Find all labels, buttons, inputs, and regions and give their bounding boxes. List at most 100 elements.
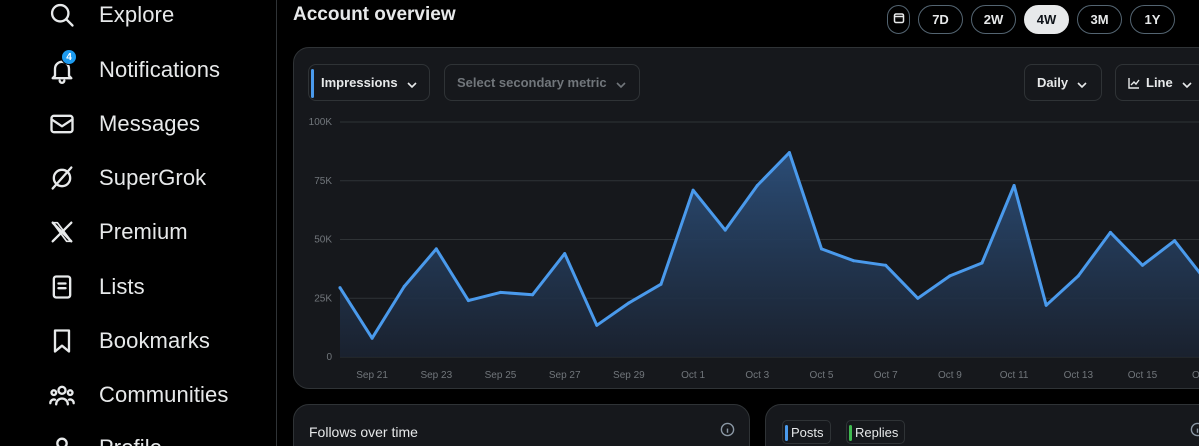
notification-count-badge: 4 (61, 49, 77, 65)
sidebar-item-messages[interactable]: Messages (46, 104, 200, 144)
x-tick-label: Oct 13 (1064, 370, 1094, 381)
x-tick-label: Oct 3 (745, 370, 769, 381)
sidebar-nav: Explore 4 Notifications Messages SuperGr… (0, 0, 277, 446)
sidebar-item-label: SuperGrok (99, 165, 207, 190)
x-tick-label: Oct 7 (874, 370, 898, 381)
secondary-metric-placeholder: Select secondary metric (457, 75, 607, 90)
posts-chip[interactable]: Posts (782, 420, 831, 444)
x-tick-label: Sep 27 (549, 370, 581, 381)
data-point (402, 285, 406, 288)
sidebar-item-lists[interactable]: Lists (46, 267, 145, 307)
interval-dropdown[interactable]: Daily (1024, 64, 1102, 101)
y-tick-label: 50K (314, 235, 332, 246)
x-tick-label: Oct 5 (810, 370, 834, 381)
y-tick-label: 25K (314, 293, 332, 304)
date-range-selector: 7D 2W 4W 3M 1Y (887, 5, 1175, 34)
x-tick-label: Oct 9 (938, 370, 962, 381)
range-4w-button[interactable]: 4W (1024, 5, 1069, 34)
info-icon[interactable] (1190, 422, 1199, 437)
range-7d-button[interactable]: 7D (918, 5, 963, 34)
page-title: Account overview (293, 4, 456, 25)
data-point (723, 228, 727, 232)
card-title: Follows over time (309, 424, 418, 440)
line-chart-icon (1128, 77, 1146, 89)
sidebar-item-label: Notifications (99, 57, 221, 82)
chart-type-dropdown[interactable]: Line (1115, 64, 1199, 101)
x-tick-label: Oct 17 (1192, 370, 1199, 381)
person-icon (46, 432, 78, 446)
data-point (1108, 230, 1112, 234)
data-point (852, 259, 856, 263)
x-tick-label: Sep 23 (420, 370, 452, 381)
data-point (1173, 239, 1177, 243)
sidebar-item-label: Messages (99, 111, 201, 136)
sidebar-item-label: Lists (99, 274, 145, 299)
secondary-metric-dropdown[interactable]: Select secondary metric (444, 64, 640, 101)
sidebar-item-premium[interactable]: Premium (46, 212, 188, 252)
sidebar-item-explore[interactable]: Explore (46, 0, 174, 35)
replies-chip[interactable]: Replies (846, 420, 906, 444)
range-3m-button[interactable]: 3M (1077, 5, 1122, 34)
x-tick-label: Sep 25 (485, 370, 517, 381)
follows-over-time-card: Follows over time (293, 404, 750, 446)
x-tick-label: Oct 15 (1128, 370, 1158, 381)
data-point (1044, 303, 1048, 307)
sidebar-item-supergrok[interactable]: SuperGrok (46, 158, 206, 198)
data-point (338, 286, 342, 290)
impressions-line-chart: 0 25K 50K 75K 100K Sep 21 Sep 23 Sep 25 Sep 27 Se… (309, 117, 1199, 381)
x-tick-label: Oct 1 (681, 370, 705, 381)
sidebar-item-profile[interactable]: Profile (46, 428, 162, 446)
data-point (499, 290, 502, 294)
search-icon (46, 0, 78, 31)
sidebar-item-bookmarks[interactable]: Bookmarks (46, 321, 210, 361)
data-point (434, 247, 438, 251)
chevron-down-icon (1077, 78, 1087, 88)
data-point (370, 336, 374, 340)
interval-label: Daily (1037, 75, 1069, 90)
y-tick-label: 100K (309, 117, 333, 128)
area-fill (340, 152, 1199, 357)
info-icon[interactable] (720, 422, 735, 437)
data-point (980, 261, 984, 265)
data-point (755, 184, 759, 187)
series-line (338, 151, 1199, 340)
bookmark-icon (46, 325, 78, 357)
range-2w-button[interactable]: 2W (971, 5, 1016, 34)
people-icon (46, 379, 78, 411)
data-point (563, 252, 567, 256)
chevron-down-icon (1182, 78, 1192, 88)
sidebar-item-label: Bookmarks (99, 328, 210, 353)
bell-icon: 4 (46, 49, 78, 86)
data-point (691, 188, 695, 192)
sidebar-item-communities[interactable]: Communities (46, 375, 228, 415)
primary-metric-label: Impressions (321, 75, 398, 90)
x-logo-icon (46, 216, 78, 248)
calendar-button[interactable] (887, 5, 910, 34)
list-icon (46, 271, 78, 303)
data-point (916, 296, 920, 300)
range-1y-button[interactable]: 1Y (1130, 5, 1175, 34)
grok-icon (46, 162, 78, 194)
chevron-down-icon (616, 78, 626, 88)
y-tick-label: 75K (314, 176, 332, 187)
data-point (659, 282, 663, 286)
data-point (466, 299, 470, 303)
x-tick-label: Sep 29 (613, 370, 645, 381)
data-point (531, 293, 535, 297)
primary-metric-dropdown[interactable]: Impressions (308, 64, 430, 101)
chart-type-label: Line (1146, 75, 1173, 90)
envelope-icon (46, 108, 78, 140)
data-point (1141, 263, 1144, 267)
y-tick-label: 0 (326, 352, 332, 363)
x-tick-label: Sep 21 (356, 370, 388, 381)
x-tick-label: Oct 11 (1000, 370, 1029, 381)
data-point (884, 263, 888, 267)
data-point (595, 323, 599, 327)
sidebar-item-label: Explore (99, 2, 175, 27)
sidebar-item-label: Premium (99, 219, 188, 244)
impressions-chart-card: Impressions Select secondary metric Dail… (293, 47, 1199, 389)
chevron-down-icon (407, 78, 417, 88)
sidebar-item-notifications[interactable]: 4 Notifications (46, 49, 221, 90)
data-point (820, 247, 823, 251)
data-point (787, 151, 791, 155)
